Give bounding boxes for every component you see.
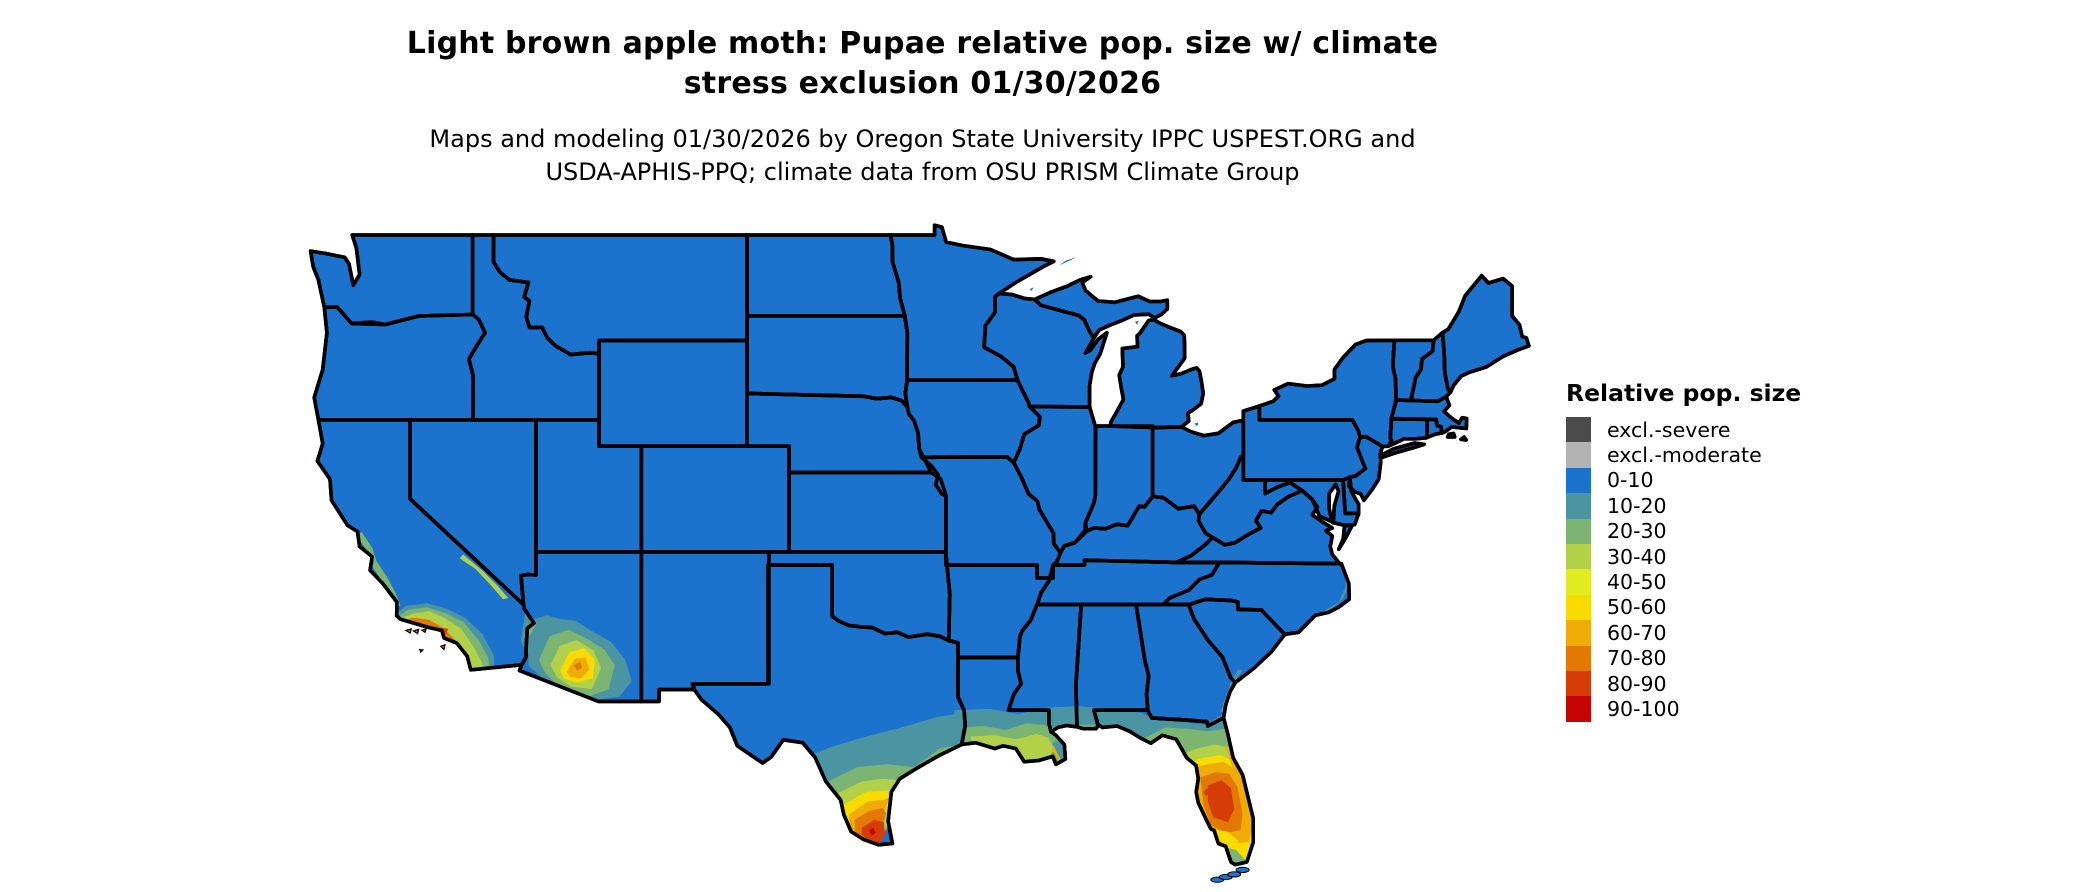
- channel-island: [404, 628, 413, 635]
- state-border-fl: [1092, 708, 1255, 867]
- legend-item: excl.-severe: [1566, 417, 1886, 443]
- legend-label: 90-100: [1607, 696, 1680, 721]
- legend-label: 20-30: [1607, 519, 1667, 544]
- map-title: Light brown apple moth: Pupae relative p…: [0, 24, 1845, 104]
- subtitle-line-1: Maps and modeling 01/30/2026 by Oregon S…: [429, 125, 1416, 153]
- island-apostle-islands: [1029, 287, 1034, 291]
- state-ks: [787, 470, 948, 554]
- heat-mojave-yellow-green: [459, 554, 509, 600]
- legend-swatch: [1566, 620, 1591, 646]
- legend-swatch: [1566, 696, 1591, 722]
- channel-island: [411, 628, 420, 635]
- heat-central-ca-green: [356, 532, 401, 606]
- state-nd: [745, 233, 907, 318]
- state-border-li: [1378, 441, 1426, 460]
- legend-item: 90-100: [1566, 696, 1886, 722]
- legend-title: Relative pop. size: [1566, 379, 1802, 407]
- legend-swatch: [1566, 645, 1591, 671]
- heat-arizona-orange-fleck: [573, 661, 583, 671]
- state-me: [1440, 273, 1531, 394]
- florida-key: [1227, 871, 1242, 878]
- legend-label: 30-40: [1607, 544, 1667, 569]
- state-border-me: [1440, 273, 1531, 394]
- state-border-va: [1174, 488, 1342, 566]
- legend-label: 40-50: [1607, 570, 1667, 595]
- state-border-az: [517, 550, 644, 704]
- legend-item: 60-70: [1566, 620, 1886, 646]
- title-line-2: stress exclusion 01/30/2026: [683, 66, 1162, 101]
- legend-item: 80-90: [1566, 670, 1886, 697]
- legend-item: 20-30: [1566, 518, 1886, 544]
- state-border-va_shore: [1337, 523, 1355, 551]
- legend-label: excl.-moderate: [1607, 443, 1762, 468]
- legend-label: 70-80: [1607, 646, 1667, 671]
- legend-swatch: [1566, 569, 1591, 595]
- channel-island: [420, 627, 428, 634]
- legend-label: 50-60: [1607, 595, 1667, 620]
- legend-label: 10-20: [1607, 493, 1667, 518]
- state-border-mv: [1445, 431, 1457, 439]
- legend: Relative pop. size excl.-severe excl.-mod…: [1566, 380, 1886, 722]
- legend-item: 70-80: [1566, 645, 1886, 671]
- states-fill: [308, 223, 1531, 867]
- island-lake-erie-island: [1194, 422, 1199, 427]
- heat-florida-east-amber: [1223, 745, 1253, 829]
- heat-texas-red-fleck: [869, 827, 876, 836]
- legend-item: excl.-moderate: [1566, 442, 1886, 468]
- legend-label: 0-10: [1607, 468, 1654, 493]
- state-nm: [639, 550, 771, 704]
- legend-label: 80-90: [1607, 671, 1667, 696]
- state-borders: [308, 223, 1531, 883]
- state-border-md: [1263, 478, 1361, 528]
- title-line-1: Light brown apple moth: Pupae relative p…: [406, 26, 1439, 61]
- legend-swatch: [1566, 417, 1591, 443]
- state-border-mi_up: [1033, 274, 1170, 340]
- state-border-nj: [1347, 434, 1385, 503]
- legend-swatch: [1566, 518, 1591, 544]
- state-or: [312, 305, 487, 422]
- legend-swatch: [1566, 594, 1591, 621]
- state-border-mi: [1108, 317, 1205, 430]
- legend-swatch: [1566, 493, 1591, 519]
- legend-swatch: [1566, 442, 1591, 468]
- state-wy: [597, 338, 749, 448]
- legend-item: 30-40: [1566, 543, 1886, 570]
- legend-swatch: [1566, 467, 1591, 494]
- state-border-nk: [1459, 435, 1468, 442]
- island-isle-royale: [1059, 256, 1077, 266]
- channel-island: [439, 643, 446, 651]
- legend-label: excl.-severe: [1607, 417, 1731, 442]
- legend-item: 0-10: [1566, 467, 1886, 494]
- heat-florida-red-fleck: [1203, 788, 1210, 796]
- legend-item: 10-20: [1566, 493, 1886, 519]
- legend-label: 60-70: [1607, 620, 1667, 645]
- heat-florida-red-orange: [1207, 780, 1235, 823]
- map-subtitle: Maps and modeling 01/30/2026 by Oregon S…: [0, 123, 1845, 189]
- florida-key: [1235, 866, 1250, 874]
- legend-swatch: [1566, 670, 1591, 697]
- legend-item: 40-50: [1566, 569, 1886, 595]
- legend-swatch: [1566, 543, 1591, 570]
- island-beaver-island: [1135, 320, 1139, 325]
- state-co: [639, 444, 791, 554]
- subtitle-line-2: USDA-APHIS-PPQ; climate data from OSU PR…: [545, 158, 1300, 186]
- legend-item: 50-60: [1566, 594, 1886, 621]
- channel-island: [418, 648, 425, 654]
- state-border-tx: [690, 563, 967, 847]
- legend-rows: excl.-severe excl.-moderate 0-10 10-20 20-30…: [1566, 417, 1886, 722]
